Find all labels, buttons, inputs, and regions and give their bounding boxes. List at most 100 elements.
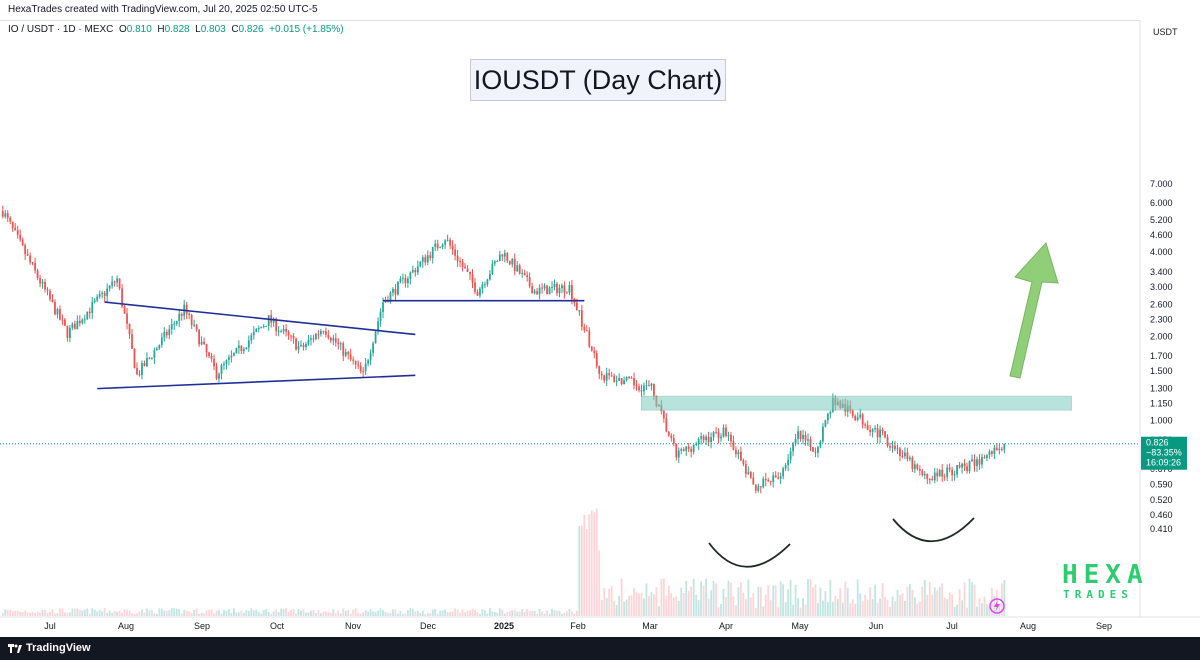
volume-bar	[675, 596, 678, 616]
candle-body	[861, 414, 864, 425]
candle-body	[913, 464, 916, 470]
candle-body	[153, 350, 156, 359]
volume-bar	[461, 609, 464, 616]
candle-body	[342, 343, 345, 356]
volume-bar	[692, 578, 695, 616]
volume-bar	[635, 592, 638, 616]
volume-bar	[451, 611, 454, 616]
volume-bar	[327, 612, 330, 616]
candle-body	[787, 459, 790, 466]
candle-body	[123, 306, 126, 314]
candle-body	[116, 278, 119, 283]
volume-bar	[923, 579, 926, 616]
candle-body	[173, 323, 176, 325]
triangle-upper-trendline	[104, 301, 416, 336]
hexa-trades-watermark: HEXA TRADES	[1062, 560, 1149, 602]
candle-body	[566, 292, 568, 294]
volume-bar	[424, 613, 427, 616]
volume-bar	[185, 610, 188, 616]
candle-body	[481, 284, 484, 289]
candle-body	[595, 353, 598, 367]
candle-body	[908, 457, 911, 460]
y-tick-label: 0.590	[1150, 480, 1173, 490]
volume-bar	[86, 608, 89, 616]
volume-bar	[419, 612, 422, 616]
volume-bar	[889, 606, 891, 616]
candle-body	[198, 329, 201, 345]
candle-body	[620, 378, 623, 385]
chart-area[interactable]: USDT 7.000 6.000 5.200 4.600 4.000 3.400 3.000 2…	[0, 20, 1200, 637]
volume-bar	[121, 612, 123, 616]
x-tick-label: Apr	[719, 621, 733, 631]
candle-body	[411, 269, 414, 273]
candle-body	[469, 271, 471, 275]
volume-bar	[953, 606, 956, 616]
volume-bar	[948, 592, 951, 616]
candle-body	[531, 286, 534, 294]
candle-body	[315, 333, 317, 340]
candle-body	[280, 331, 283, 333]
candle-body	[307, 339, 310, 345]
volume-bar	[247, 610, 250, 616]
chart-title-box[interactable]: IOUSDT (Day Chart)	[470, 59, 726, 101]
x-tick-label: 2025	[494, 621, 514, 631]
candle-body	[546, 285, 548, 295]
volume-bar	[799, 607, 802, 616]
candle-body	[379, 311, 382, 322]
volume-bar	[165, 611, 168, 616]
candle-body	[1000, 448, 1003, 450]
candle-body	[933, 472, 936, 481]
volume-bar	[193, 609, 196, 616]
y-tick-label: 0.460	[1150, 510, 1173, 520]
symbol-label[interactable]: IO / USDT · 1D · MEXC	[8, 24, 114, 35]
y-tick-label: 2.300	[1150, 314, 1173, 324]
candle-body	[146, 358, 148, 367]
volume-bar	[240, 610, 243, 616]
candle-body	[300, 345, 302, 347]
volume-bar	[563, 612, 566, 616]
candle-body	[1, 211, 4, 217]
price-chart[interactable]: USDT 7.000 6.000 5.200 4.600 4.000 3.400 3.000 2…	[0, 20, 1200, 637]
volume-bar	[913, 597, 916, 616]
candle-body	[436, 243, 439, 248]
watermark-line1: HEXA	[1062, 560, 1149, 590]
candle-body	[68, 327, 71, 338]
volume-bar	[580, 525, 583, 616]
volume-bar	[349, 613, 352, 616]
volume-bar	[484, 610, 486, 616]
volume-bar	[506, 612, 509, 616]
volume-bar	[128, 610, 131, 616]
candle-body	[424, 257, 427, 263]
candle-body	[946, 467, 949, 477]
candle-body	[148, 357, 151, 359]
candle-body	[936, 472, 939, 477]
candle-body	[349, 354, 352, 360]
volume-bar	[610, 586, 613, 616]
candle-body	[921, 470, 924, 476]
candle-body	[24, 245, 27, 255]
volume-bar	[39, 612, 41, 616]
candle-body	[998, 448, 1001, 451]
y-tick-label: 2.000	[1150, 331, 1173, 341]
volume-bar	[180, 613, 183, 616]
tradingview-brand[interactable]: TradingView	[8, 642, 91, 654]
candle-body	[26, 254, 29, 256]
close-value: 0.826	[238, 24, 264, 35]
y-tick-label: 6.000	[1150, 198, 1173, 208]
volume-bar	[106, 612, 109, 616]
candle-body	[444, 240, 447, 245]
volume-bar	[784, 602, 787, 616]
volume-bar	[342, 608, 345, 616]
volume-bar	[558, 610, 561, 616]
volume-bar	[245, 610, 248, 616]
volume-bar	[553, 610, 556, 616]
candle-body	[662, 411, 665, 419]
volume-bar	[1003, 579, 1006, 616]
volume-bar	[175, 608, 178, 616]
volume-bar	[168, 610, 171, 616]
volume-bar	[441, 610, 444, 616]
volume-bar	[633, 587, 635, 616]
candle-body	[802, 434, 804, 440]
candle-body	[434, 243, 437, 247]
candle-body	[384, 300, 387, 303]
